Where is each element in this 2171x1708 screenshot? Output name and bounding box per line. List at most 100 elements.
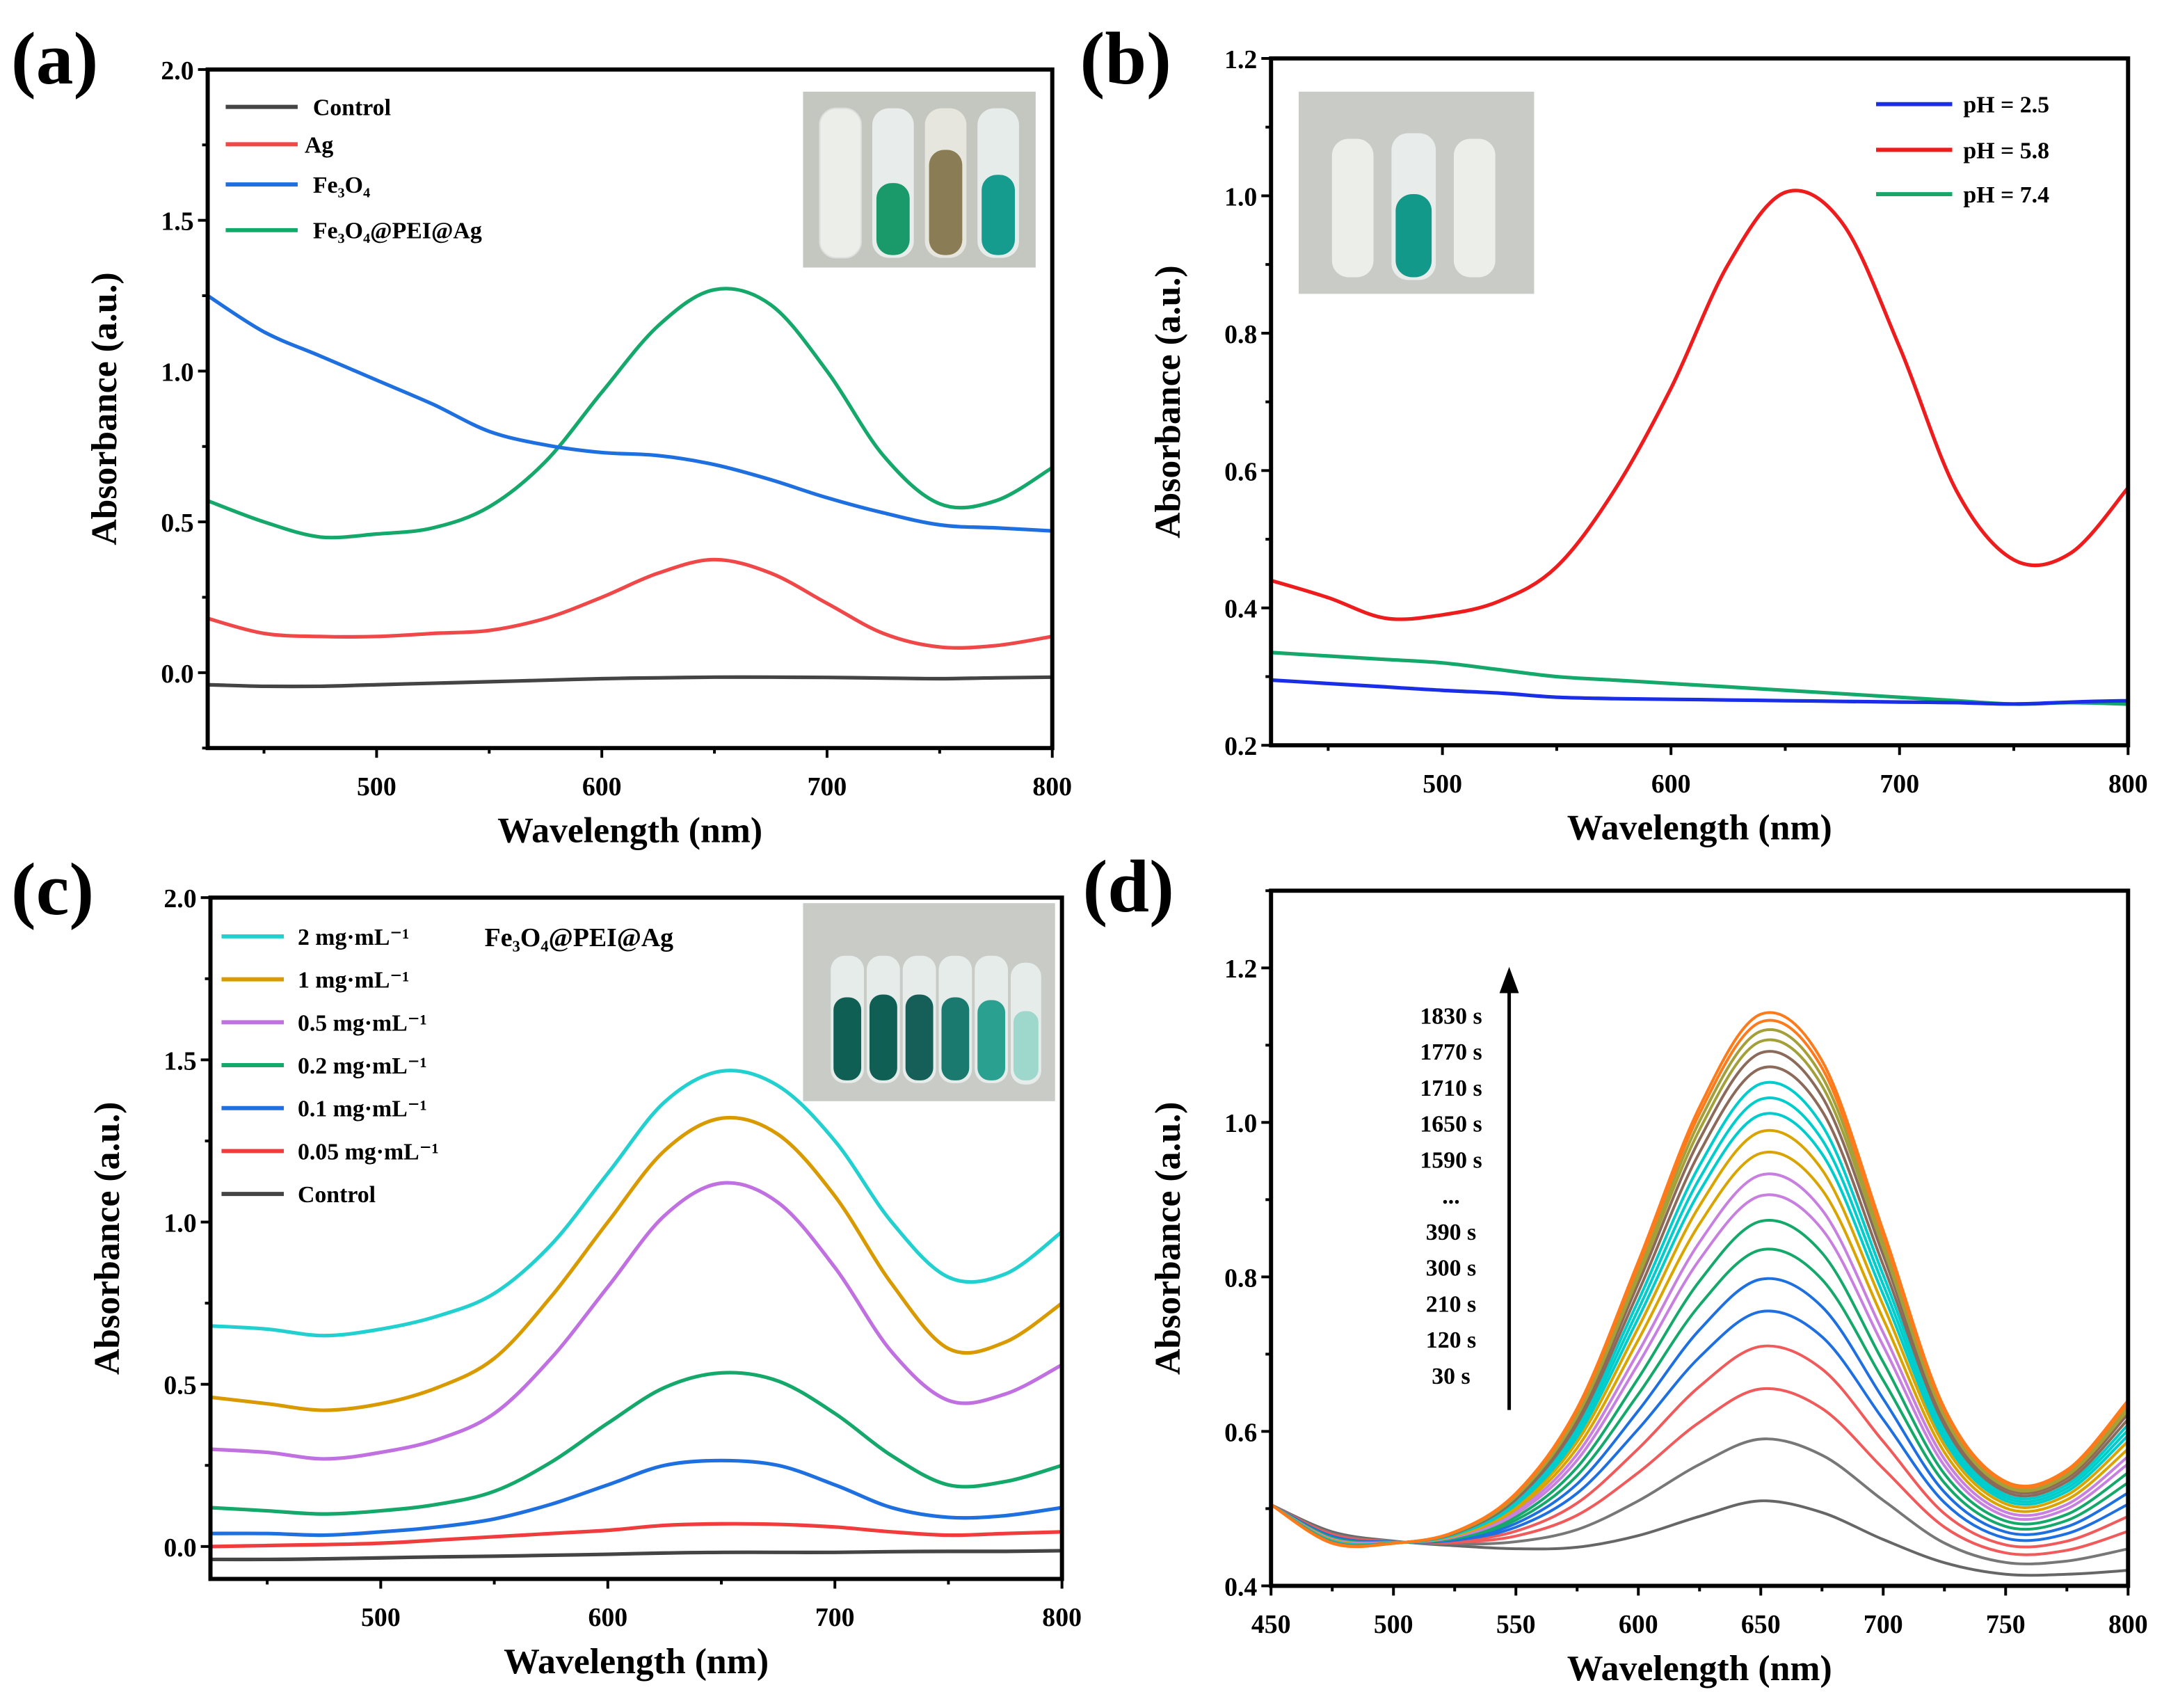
- x-tick-label: 600: [1651, 769, 1691, 799]
- x-tick-label: 500: [1423, 769, 1462, 799]
- legend-label: Fe₃O₄: [313, 173, 370, 198]
- series-line: [210, 1522, 1062, 1549]
- time-label: ...: [1442, 1183, 1459, 1209]
- legend-label: Ag: [305, 132, 333, 158]
- x-tick-label: 500: [1374, 1610, 1413, 1639]
- series-line: [210, 1181, 1063, 1461]
- y-tick-label: 2.0: [161, 56, 193, 86]
- x-tick-label: 800: [1042, 1603, 1082, 1632]
- x-tick-label: 800: [1032, 772, 1072, 801]
- series-line: [210, 1371, 1063, 1516]
- series-group: [207, 287, 1054, 689]
- y-tick-label: 0.5: [161, 509, 193, 538]
- legend-label: Fe₃O₄@PEI@Ag: [313, 218, 482, 244]
- plot-area: 500 600 700 800 0.0 0.5 1.0 1.5 2.0 Wavelength (n…: [85, 56, 1072, 851]
- legend-label: 2 mg·mL⁻¹: [298, 925, 410, 950]
- x-tick-label: 600: [588, 1603, 627, 1632]
- x-tick-label: 800: [2108, 1610, 2148, 1639]
- panel-b: 500 600 700 800 0.2 0.4 0.6 0.8 1.0 1.2 Wavelength…: [1080, 17, 2148, 848]
- x-tick-label: 600: [1619, 1610, 1658, 1639]
- y-tick-label: 1.0: [163, 1208, 196, 1238]
- x-tick-label: 700: [815, 1603, 855, 1632]
- y-tick-label: 1.2: [1224, 955, 1257, 984]
- y-axis-title: Absorbance (a.u.): [1148, 265, 1188, 538]
- panel-label-c: (c): [11, 848, 94, 931]
- time-label: 1830 s: [1420, 1003, 1482, 1029]
- axes-frame: [208, 895, 1064, 1581]
- y-tick-label: 1.0: [1224, 1109, 1257, 1138]
- x-tick-label: 700: [808, 772, 847, 801]
- plot-area: 500 600 700 800 0.0 0.5 1.0 1.5 2.0 Wavelength (n…: [88, 884, 1082, 1682]
- series-line: [1270, 1499, 2129, 1577]
- axes-frame: [205, 67, 1055, 751]
- y-tick-label: 0.6: [1224, 457, 1257, 486]
- panel-d: 450 500 550 600 650 700 750 800 0.4 0.6 0.8 1.0 1.2 W…: [1083, 845, 2148, 1689]
- time-label: 1710 s: [1420, 1076, 1482, 1101]
- inset-photo-c: [803, 903, 1055, 1101]
- series-line: [207, 294, 1052, 533]
- y-tick-label: 0.6: [1224, 1418, 1257, 1447]
- x-tick-label: 500: [357, 772, 396, 801]
- panel-label-b: (b): [1080, 17, 1171, 100]
- series-line: [207, 557, 1053, 650]
- x-tick-label: 750: [1986, 1610, 2026, 1639]
- x-axis-title: Wavelength (nm): [1567, 1649, 1832, 1689]
- x-tick-label: 700: [1864, 1610, 1903, 1639]
- y-tick-label: 1.0: [1224, 182, 1257, 211]
- x-axis-title: Wavelength (nm): [497, 811, 762, 851]
- x-axis-title: Wavelength (nm): [504, 1642, 769, 1682]
- x-tick-label: 700: [1880, 769, 1919, 799]
- time-label: 30 s: [1432, 1364, 1470, 1389]
- sample-annotation: Fe₃O₄@PEI@Ag: [485, 923, 674, 952]
- time-arrow: [1499, 966, 1519, 1410]
- legend-label: 0.1 mg·mL⁻¹: [298, 1096, 427, 1122]
- series-group: [210, 1069, 1064, 1562]
- panel-label-d: (d): [1083, 845, 1174, 928]
- time-label: 1650 s: [1420, 1112, 1482, 1138]
- time-label: 300 s: [1426, 1256, 1476, 1282]
- legend-c: 2 mg·mL⁻¹ 1 mg·mL⁻¹ 0.5 mg·mL⁻¹ 0.2 mg·m…: [221, 925, 439, 1208]
- legend-label: pH = 2.5: [1963, 93, 2049, 118]
- plot-area: 450 500 550 600 650 700 750 800 0.4 0.6 0.8 1.0 1.2 W…: [1148, 888, 2148, 1689]
- time-label: 1770 s: [1420, 1039, 1482, 1065]
- y-axis-title: Absorbance (a.u.): [1148, 1102, 1188, 1375]
- inset-photo-a: [803, 91, 1036, 268]
- panel-a: 500 600 700 800 0.0 0.5 1.0 1.5 2.0 Wavelength (n…: [11, 17, 1072, 851]
- series-line: [1270, 1050, 2129, 1548]
- plot-area: 500 600 700 800 0.2 0.4 0.6 0.8 1.0 1.2 Wavelength…: [1148, 45, 2148, 848]
- panel-label-a: (a): [11, 17, 98, 100]
- series-line: [1270, 1277, 2129, 1544]
- legend-label: 1 mg·mL⁻¹: [298, 968, 410, 993]
- y-tick-label: 0.4: [1224, 595, 1257, 624]
- x-tick-label: 800: [2108, 769, 2148, 799]
- legend-label: 0.5 mg·mL⁻¹: [298, 1010, 427, 1036]
- y-tick-label: 0.8: [1224, 1263, 1257, 1293]
- legend-label: 0.05 mg·mL⁻¹: [298, 1139, 439, 1165]
- y-tick-label: 1.0: [161, 358, 193, 387]
- time-label: 1590 s: [1420, 1147, 1482, 1173]
- series-line: [1270, 189, 2130, 621]
- legend-label: pH = 5.8: [1963, 138, 2049, 163]
- legend-a: Control Ag Fe₃O₄ Fe₃O₄@PEI@Ag: [225, 95, 482, 244]
- y-tick-label: 0.0: [163, 1533, 196, 1563]
- y-tick-label: 2.0: [163, 884, 196, 913]
- series-group: [1270, 189, 2130, 706]
- panel-c: 500 600 700 800 0.0 0.5 1.0 1.5 2.0 Wavelength (n…: [11, 848, 1082, 1682]
- series-line: [210, 1115, 1064, 1412]
- series-line: [1271, 678, 2129, 706]
- legend-label: 0.2 mg·mL⁻¹: [298, 1053, 427, 1079]
- time-labels: 1830 s 1770 s 1710 s 1650 s 1590 s... 390 s 30…: [1420, 1003, 1482, 1389]
- legend-b: pH = 2.5 pH = 5.8 pH = 7.4: [1876, 93, 2049, 208]
- series-group: [1270, 1011, 2129, 1577]
- x-axis-title: Wavelength (nm): [1567, 808, 1832, 848]
- y-tick-label: 0.5: [163, 1371, 196, 1400]
- x-tick-label: 450: [1251, 1610, 1291, 1639]
- y-tick-label: 0.2: [1224, 732, 1257, 761]
- legend-label: pH = 7.4: [1963, 182, 2049, 208]
- series-line: [1270, 1011, 2129, 1549]
- y-tick-label: 0.4: [1224, 1572, 1257, 1602]
- y-tick-label: 1.5: [163, 1046, 196, 1076]
- series-line: [1270, 1019, 2129, 1548]
- inset-photo-b: [1299, 91, 1535, 294]
